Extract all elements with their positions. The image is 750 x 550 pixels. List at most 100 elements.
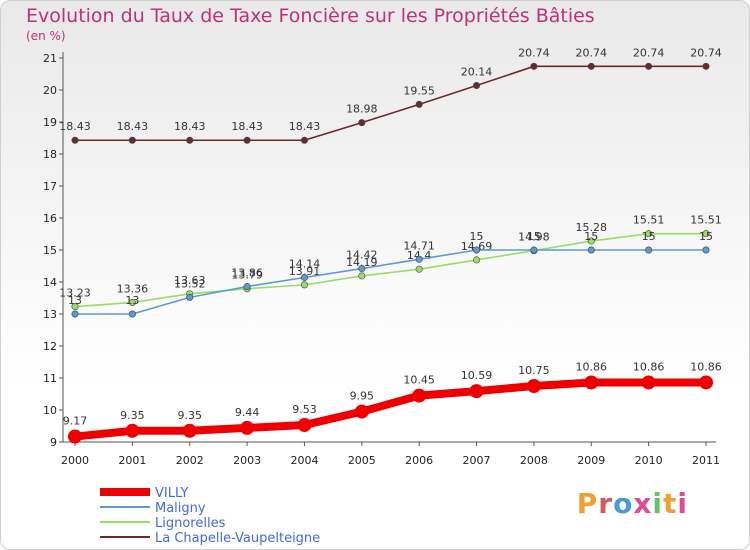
data-point: [702, 230, 710, 238]
x-tick-label: 2003: [233, 454, 261, 467]
series-villy: 9.17 9.35 9.35 9.44 9.53 9.95 10.45 10.59 10.75 1…: [63, 360, 722, 444]
data-label: 10.45: [403, 374, 435, 387]
data-point: [473, 256, 481, 264]
data-point: [415, 255, 423, 263]
legend-label: VILLY: [155, 486, 188, 501]
data-point: [300, 136, 308, 144]
y-tick-label: 15: [43, 244, 57, 257]
y-tick-label: 20: [43, 84, 57, 97]
data-label: 14.71: [403, 239, 435, 252]
data-label: 10.86: [690, 360, 722, 373]
x-tick-label: 2007: [463, 454, 491, 467]
y-tick-label: 17: [43, 180, 57, 193]
data-point: [473, 82, 481, 90]
logo-letter: i: [677, 487, 688, 520]
data-label: 13.36: [117, 282, 149, 295]
data-label: 9.35: [120, 409, 145, 422]
axes: 9 10 11 12 13 14 15 16 17 18 19 20 21 2000 2001 2002 200…: [43, 52, 720, 467]
data-point: [645, 62, 653, 70]
data-point: [182, 423, 197, 438]
data-label: 15: [470, 230, 484, 243]
data-label: 19.55: [403, 84, 435, 97]
legend-label: Maligny: [155, 501, 206, 516]
data-label: 10.86: [633, 360, 665, 373]
unit-label: (en %): [26, 29, 66, 43]
data-label: 9.95: [350, 390, 375, 403]
data-point: [128, 136, 136, 144]
data-label: 15.28: [576, 221, 608, 234]
logo-letter: o: [613, 487, 634, 520]
series-line: [71, 378, 710, 441]
data-label: 14.42: [346, 249, 378, 262]
logo-letter: x: [633, 487, 653, 520]
legend-label: La Chapelle-Vaupelteigne: [155, 531, 320, 546]
data-point: [358, 272, 366, 280]
chart-title: Evolution du Taux de Taxe Foncière sur l…: [26, 5, 595, 27]
data-point: [71, 136, 79, 144]
data-point: [71, 303, 79, 311]
y-tick-label: 18: [43, 148, 57, 161]
data-label: 9.44: [235, 406, 260, 419]
y-tick-label: 14: [43, 276, 57, 289]
data-label: 15.51: [690, 214, 722, 227]
x-tick-label: 2009: [577, 454, 605, 467]
data-point: [68, 429, 82, 444]
y-tick-label: 9: [50, 436, 57, 449]
data-label: 13.52: [174, 277, 206, 290]
data-label: 15: [642, 230, 656, 243]
data-point: [297, 418, 312, 433]
y-tick-label: 12: [43, 340, 57, 353]
data-point: [587, 62, 595, 70]
data-point: [128, 298, 136, 306]
series-layer: 18.43 18.43 18.43 18.43 18.43 18.98 19.55 20.14…: [59, 46, 722, 444]
data-point: [243, 136, 251, 144]
data-point: [354, 404, 369, 419]
series-la-chapelle-vaupelteigne: 18.43 18.43 18.43 18.43 18.43 18.98 19.55 20.14…: [59, 46, 722, 144]
data-point: [412, 388, 427, 403]
x-tick-label: 2005: [348, 454, 376, 467]
proxiti-logo: Proxiti: [577, 487, 688, 520]
data-label: 15: [699, 230, 713, 243]
data-label: 13.23: [59, 287, 91, 300]
data-point: [243, 282, 251, 290]
data-label: 10.86: [576, 360, 608, 373]
data-label: 20.14: [461, 66, 493, 79]
x-tick-label: 2004: [290, 454, 318, 467]
data-point: [358, 265, 366, 273]
x-tick-label: 2001: [118, 454, 146, 467]
data-point: [702, 62, 710, 70]
data-label: 9.35: [177, 409, 202, 422]
data-label: 20.74: [633, 46, 665, 59]
data-point: [530, 246, 538, 254]
data-label: 20.74: [576, 46, 608, 59]
data-label: 13.86: [231, 266, 263, 279]
data-label: 13.79: [231, 269, 263, 282]
logo-letter: r: [598, 487, 614, 520]
legend-label: Lignorelles: [155, 516, 226, 531]
y-tick-label: 19: [43, 116, 57, 129]
data-label: 9.53: [292, 403, 317, 416]
data-label: 10.59: [461, 369, 493, 382]
x-tick-label: 2011: [692, 454, 720, 467]
data-label: 13.91: [289, 265, 321, 278]
data-point: [584, 375, 599, 390]
data-point: [645, 230, 653, 238]
data-point: [415, 100, 423, 108]
data-label: 20.74: [518, 46, 550, 59]
data-label: 15: [584, 230, 598, 243]
data-point: [71, 310, 79, 318]
y-tick-label: 11: [43, 372, 57, 385]
data-point: [415, 265, 423, 273]
data-label: 18.98: [346, 103, 378, 116]
data-point: [587, 237, 595, 245]
series-maligny: 13 13 13.52 13.86 14.14 14.42 14.71 15 15 15 15 15: [68, 230, 713, 318]
data-point: [469, 384, 484, 399]
x-tick-label: 2010: [635, 454, 663, 467]
data-label: 18.43: [59, 120, 91, 133]
data-point: [186, 136, 194, 144]
data-point: [702, 246, 710, 254]
data-label: 9.17: [63, 415, 88, 428]
